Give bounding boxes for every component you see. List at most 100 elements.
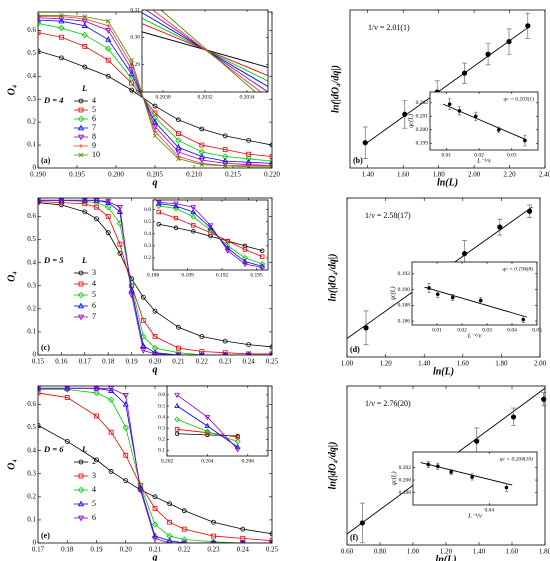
marker [199,334,205,339]
legend-marker [78,107,84,113]
x-tick-label: 0.220 [264,171,280,179]
marker [129,57,134,63]
legend-label: 2 [92,457,96,466]
x-tick-label: 2.40 [539,171,550,179]
legend-label: 3 [92,471,96,480]
x-tick-label: 0.192 [216,272,229,278]
marker [204,422,211,429]
marker [152,494,158,500]
y-tick-label: 0.3 [27,469,36,477]
marker [245,352,252,355]
x-tick-label: 0.15 [32,358,45,366]
marker [59,34,64,40]
x-tick-label: 0.25 [266,546,279,554]
marker [81,22,88,28]
x-tick-label: 0.02 [474,152,484,158]
y-axis-label: ln(|dO₄/dq|) [327,442,338,490]
marker [222,157,229,164]
series-line [158,223,263,252]
panel-label: (a) [41,156,51,165]
marker [174,416,181,423]
series-line [38,23,272,162]
marker [173,201,179,207]
marker [94,413,99,419]
x-tick-label: 0.205 [147,171,163,179]
inset-background [430,92,538,150]
data-point [497,224,503,230]
y-tick-label: 0.31 [130,7,140,13]
y-axis-label: ln(|dO₄/dq|) [327,254,338,302]
x-tick-label: 0.195 [250,272,263,278]
y-tick-label: 0.202 [416,100,429,106]
x-tick-label: 1.60 [457,360,470,368]
marker [38,48,41,54]
legend-label: 3 [92,268,96,277]
series-line [38,50,272,146]
x-tick-label: 0.18 [61,546,74,554]
marker [128,70,135,77]
marker [210,540,217,543]
marker [198,157,205,164]
plot-frame [141,9,269,93]
x-tick-label: 0.20 [120,546,133,554]
marker [106,23,111,28]
plot-frame [152,199,269,271]
x-tick-label: 0.01 [432,327,442,333]
marker [108,386,115,392]
data-point [526,208,533,214]
marker [151,118,159,125]
marker [82,44,88,49]
y-axis-label: qc(L) [389,286,396,300]
series-line [152,10,262,92]
marker [174,402,180,409]
dimension-label: D = 6 [43,444,64,454]
series-line [38,32,272,157]
data-point [541,396,547,402]
y-tick-label: 0.3 [158,425,165,431]
marker [174,427,180,432]
data-point [506,39,512,45]
data-point [402,111,408,117]
marker [175,137,182,144]
marker [128,292,135,299]
marker [173,202,179,209]
data-point [426,462,431,467]
x-tick-label: 0.17 [32,546,45,554]
x-tick-label: 1.40 [362,171,375,179]
x-tick-label: 0.04 [507,327,517,333]
marker [260,248,265,253]
x-tick-label: 0.03 [482,327,492,333]
marker [240,526,246,532]
marker [105,57,111,63]
marker [38,16,42,23]
marker [93,389,100,397]
marker [224,248,231,254]
legend-marker [77,291,85,299]
data-point [436,464,440,469]
y-tick-label: 0.2 [27,492,36,500]
marker [191,223,196,228]
x-axis-label: ln(L) [433,366,454,377]
marker [64,386,71,392]
marker [156,209,161,215]
y-tick-label: 0.2 [144,255,151,261]
marker [234,447,241,453]
y-tick-label: 0.202 [399,465,412,471]
x-tick-label: 0.195 [69,171,85,179]
x-tick-label: 1.80 [433,171,446,179]
fit-line [442,103,526,140]
plot-frame [411,261,538,326]
marker [116,205,123,211]
marker [93,198,100,204]
y-tick-label: 0.192 [398,271,411,277]
marker [205,430,210,435]
y-tick-label: 0.6 [27,400,36,408]
marker [245,162,252,168]
marker [166,540,173,543]
marker [105,45,112,52]
marker [105,230,111,236]
x-tick-label: 1.60 [506,548,519,556]
y-tick-label: 0.2 [27,304,36,312]
x-tick-label: 0.200 [108,171,124,179]
